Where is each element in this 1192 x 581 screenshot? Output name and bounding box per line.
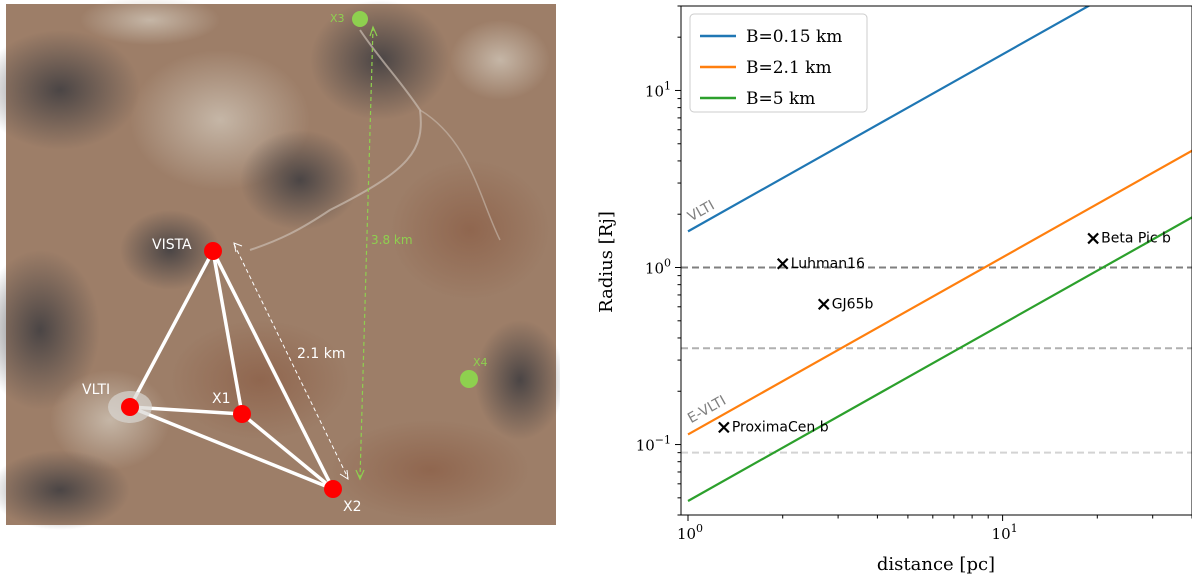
candidate-marker-x4 bbox=[460, 370, 478, 388]
series-line-b-0-15-km bbox=[687, 6, 1091, 233]
link-vlti-x2 bbox=[129, 405, 334, 491]
site-map: 2.1 km 3.8 km VISTA VLTI X1 X2 X3 X4 bbox=[0, 0, 560, 530]
point-beta-pic-b: Beta Pic b bbox=[1087, 230, 1171, 246]
legend-box bbox=[689, 13, 868, 113]
station-label-vista: VISTA bbox=[152, 237, 192, 253]
baseline-label-2-1km: 2.1 km bbox=[297, 346, 345, 362]
station-label-x1: X1 bbox=[212, 391, 231, 407]
station-label-x2: X2 bbox=[343, 499, 362, 515]
y-axis-label: Radius [Rj] bbox=[596, 211, 617, 313]
candidate-label-x3: X3 bbox=[330, 12, 345, 25]
link-vista-x2 bbox=[211, 250, 335, 490]
baseline-3-8km-arrow bbox=[359, 26, 374, 479]
y-tick-label-0: 10−1 bbox=[636, 434, 671, 455]
detection-limit-lines bbox=[681, 266, 1192, 454]
link-x1-x2 bbox=[240, 412, 335, 491]
point-marker-stroke bbox=[718, 421, 730, 434]
series-line-b-5-km bbox=[687, 216, 1192, 502]
line-labels: VLTI E-VLTI bbox=[685, 198, 729, 427]
station-label-vlti: VLTI bbox=[82, 382, 110, 398]
baseline-label-3-8km: 3.8 km bbox=[371, 233, 413, 247]
link-vista-x1 bbox=[211, 250, 244, 415]
station-marker-vlti bbox=[121, 398, 139, 416]
point-marker-stroke bbox=[1087, 232, 1099, 245]
legend-label-b-0-15-km: B=0.15 km bbox=[746, 27, 842, 47]
point-marker-stroke bbox=[817, 298, 830, 311]
series-line-b-2-1-km bbox=[687, 149, 1192, 436]
series-lines bbox=[687, 6, 1192, 502]
line-label-e-vlti: E-VLTI bbox=[685, 393, 729, 427]
legend-label-b-2-1-km: B=2.1 km bbox=[746, 58, 832, 78]
link-vlti-vista bbox=[128, 250, 215, 408]
baseline-2-1km-arrow bbox=[233, 243, 349, 479]
point-label-luhman16: Luhman16 bbox=[791, 256, 865, 272]
line-label-vlti: VLTI bbox=[685, 198, 717, 226]
point-label-gj65b: GJ65b bbox=[832, 296, 874, 312]
axis-ticks: 100 101 10−1 100 101 bbox=[636, 5, 1192, 543]
legend: B=0.15 km B=2.1 km B=5 km bbox=[689, 13, 868, 113]
candidate-label-x4: X4 bbox=[473, 356, 488, 369]
station-marker-x1 bbox=[233, 405, 251, 423]
y-tick-label-1: 100 bbox=[645, 257, 671, 278]
baseline-lines bbox=[128, 25, 378, 491]
station-marker-x2 bbox=[324, 480, 342, 498]
point-marker-stroke bbox=[776, 257, 789, 270]
candidate-marker-x3 bbox=[352, 11, 368, 27]
point-luhman16: Luhman16 bbox=[776, 256, 865, 272]
plot-frame bbox=[680, 5, 1192, 516]
legend-label-b-5-km: B=5 km bbox=[746, 89, 815, 109]
planet-points: Luhman16 GJ65b Beta Pic b ProximaCen b bbox=[718, 230, 1171, 435]
point-label-beta-pic-b: Beta Pic b bbox=[1101, 230, 1171, 246]
station-marker-vista bbox=[204, 242, 222, 260]
radius-distance-chart: VLTI E-VLTI Luhman16 GJ65b Beta Pic b Proxim… bbox=[596, 5, 1192, 575]
y-tick-label-2: 101 bbox=[645, 79, 671, 100]
x-tick-label-0: 100 bbox=[677, 522, 703, 543]
point-gj65b: GJ65b bbox=[817, 296, 874, 312]
point-label-proximacen-b: ProximaCen b bbox=[732, 419, 829, 435]
x-axis-label: distance [pc] bbox=[877, 554, 995, 575]
x-tick-label-1: 101 bbox=[992, 522, 1018, 543]
terrain bbox=[0, 0, 560, 530]
point-proximacen-b: ProximaCen b bbox=[718, 419, 829, 435]
